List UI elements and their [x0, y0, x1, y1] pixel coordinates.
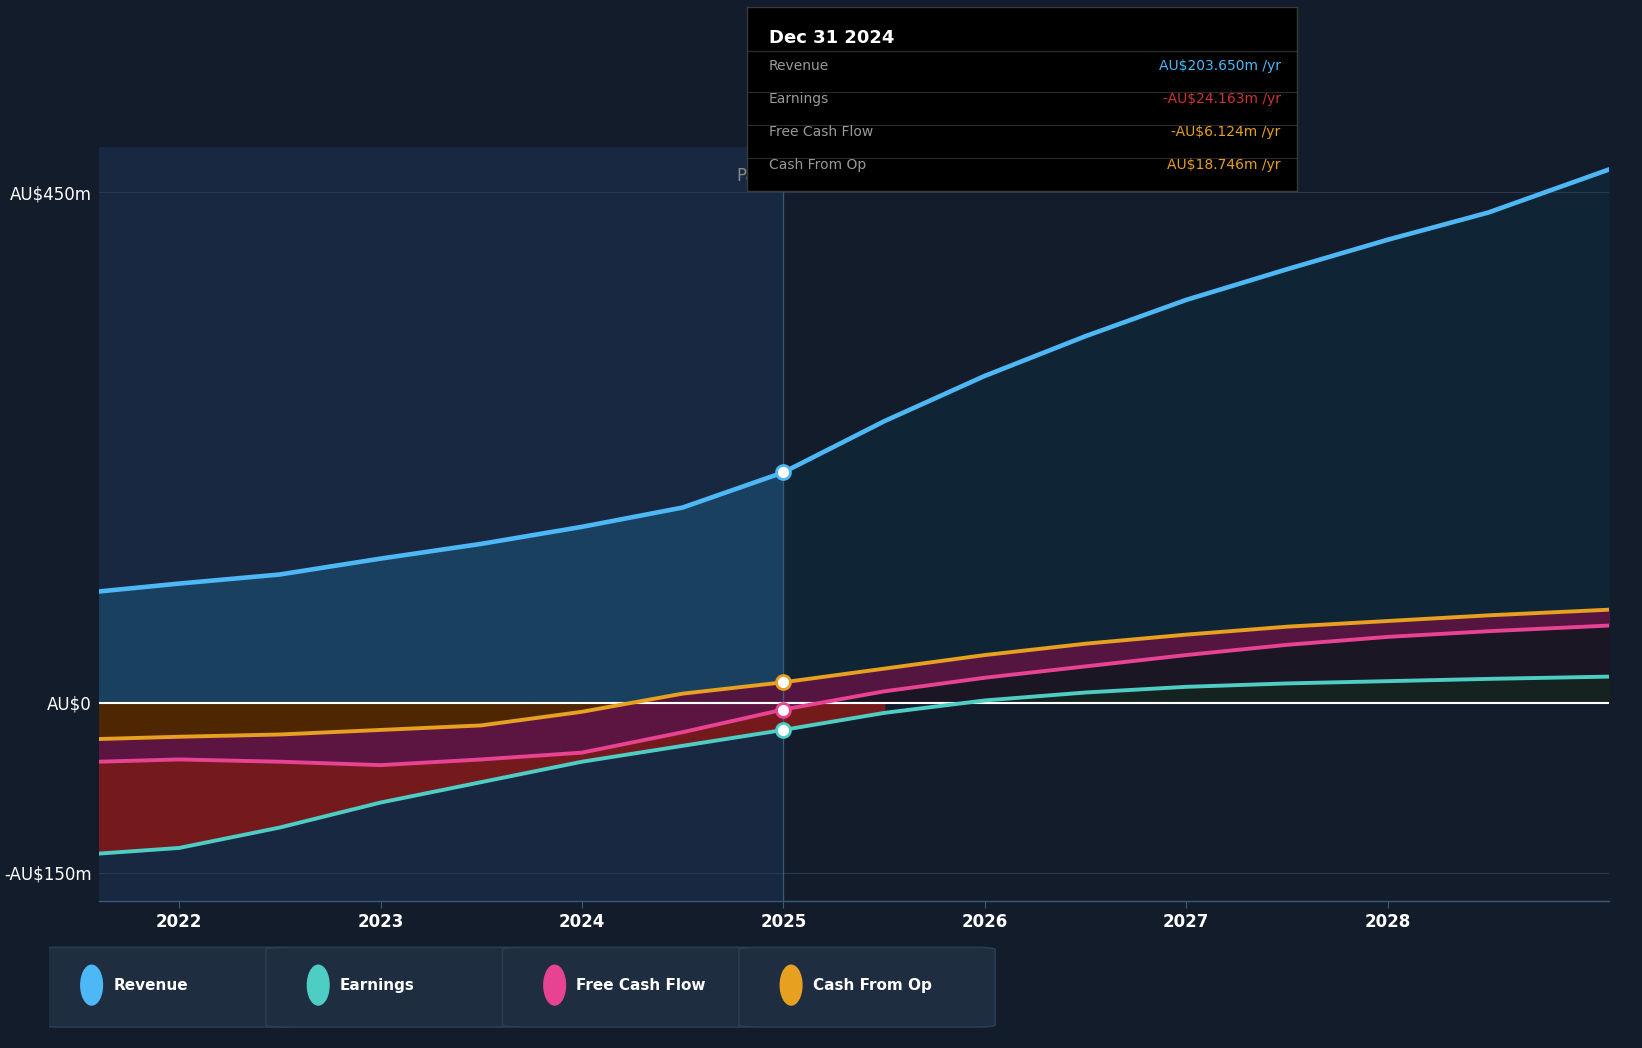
FancyBboxPatch shape [266, 947, 522, 1027]
Text: Earnings: Earnings [768, 92, 829, 106]
Text: Free Cash Flow: Free Cash Flow [768, 125, 874, 139]
Text: Revenue: Revenue [768, 59, 829, 73]
Text: Cash From Op: Cash From Op [813, 978, 931, 992]
Text: -AU$6.124m /yr: -AU$6.124m /yr [1171, 125, 1281, 139]
Ellipse shape [544, 965, 565, 1005]
Text: AU$18.746m /yr: AU$18.746m /yr [1167, 158, 1281, 172]
Text: -AU$24.163m /yr: -AU$24.163m /yr [1163, 92, 1281, 106]
Text: Cash From Op: Cash From Op [768, 158, 867, 172]
Bar [99, 147, 783, 901]
Text: Earnings: Earnings [340, 978, 415, 992]
FancyBboxPatch shape [502, 947, 759, 1027]
Ellipse shape [80, 965, 102, 1005]
Text: Analysts Forecasts: Analysts Forecasts [795, 167, 951, 185]
Text: Past: Past [737, 167, 772, 185]
Text: Revenue: Revenue [113, 978, 187, 992]
Text: Free Cash Flow: Free Cash Flow [576, 978, 706, 992]
Ellipse shape [307, 965, 328, 1005]
Ellipse shape [780, 965, 801, 1005]
FancyBboxPatch shape [739, 947, 995, 1027]
FancyBboxPatch shape [39, 947, 296, 1027]
Text: AU$203.650m /yr: AU$203.650m /yr [1159, 59, 1281, 73]
Bar [783, 147, 1609, 901]
Text: Dec 31 2024: Dec 31 2024 [768, 29, 895, 47]
